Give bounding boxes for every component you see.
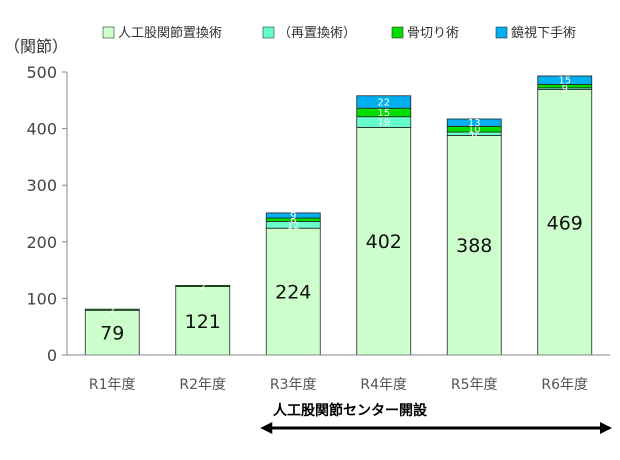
legend-item: 鏡視下手術: [495, 26, 576, 41]
legend-swatch: [495, 26, 508, 39]
legend-item: 人工股関節置換術: [102, 26, 222, 41]
y-tick-label: 500: [26, 63, 57, 82]
x-tick-label: R1年度: [89, 377, 136, 393]
data-label: 6: [290, 215, 296, 226]
legend-swatch: [102, 26, 115, 39]
bar-segment: [265, 212, 321, 219]
bar-segment: [356, 127, 412, 356]
annotation-text: 人工股関節センター開設: [273, 403, 427, 419]
legend-label: 骨切り術: [407, 26, 459, 41]
data-label: 6: [471, 129, 477, 140]
bar-stack: 121 2: [175, 281, 231, 356]
y-axis-label: （関節）: [4, 37, 69, 56]
x-tick-label: R5年度: [451, 377, 498, 393]
legend-swatch: [262, 26, 275, 39]
data-label: 224: [275, 282, 311, 304]
bar-segment: [446, 134, 502, 356]
data-label: 79: [100, 323, 124, 345]
bar-segment: [537, 75, 593, 85]
data-label: 13: [468, 118, 481, 129]
data-label: 22: [377, 97, 390, 108]
data-label: 3: [562, 84, 568, 95]
data-label: 402: [366, 231, 402, 253]
center-opening-arrow: [260, 422, 612, 434]
x-axis: R1年度 R2年度 R3年度 R4年度 R5年度 R6年度: [67, 354, 610, 393]
bar-segment: [356, 95, 412, 109]
data-label: 121: [185, 311, 221, 333]
data-label: 12: [287, 220, 300, 231]
bar-segment: [175, 286, 231, 356]
legend-item: （再置換術）: [262, 26, 356, 41]
data-label: 2: [200, 281, 206, 292]
bar-stack: 79 2: [84, 305, 140, 356]
x-tick-label: R4年度: [360, 377, 407, 393]
y-axis: 0 100 200 300 400 500: [26, 63, 68, 365]
data-label: 15: [558, 76, 571, 87]
y-tick-label: 0: [47, 346, 57, 365]
legend-label: （再置換術）: [278, 26, 356, 41]
bar-segment: [84, 308, 140, 311]
legend-label: 鏡視下手術: [511, 26, 576, 41]
data-label: 2: [109, 305, 115, 316]
data-label: 10: [468, 125, 481, 136]
data-label: 6: [562, 82, 568, 93]
data-label: 15: [377, 108, 390, 119]
x-tick-label: R3年度: [270, 377, 317, 393]
y-tick-label: 400: [26, 120, 57, 139]
data-label: 19: [377, 118, 390, 129]
data-label: 9: [290, 211, 296, 222]
x-tick-label: R6年度: [541, 377, 588, 393]
arrow-head-right: [600, 422, 612, 434]
legend: 人工股関節置換術 （再置換術） 骨切り術 鏡視下手術: [102, 26, 576, 41]
y-tick-label: 200: [26, 233, 57, 252]
legend-label: 人工股関節置換術: [118, 26, 222, 41]
y-tick-label: 100: [26, 289, 57, 308]
data-label: 388: [456, 235, 492, 257]
data-label: 469: [547, 212, 583, 234]
legend-swatch: [391, 26, 404, 39]
arrow-head-left: [260, 422, 273, 434]
y-tick-label: 300: [26, 176, 57, 195]
legend-item: 骨切り術: [391, 26, 459, 41]
bar-segment: [537, 89, 593, 356]
bar-segment: [175, 284, 231, 287]
bar-segment: [446, 118, 502, 127]
x-tick-label: R2年度: [179, 377, 226, 393]
